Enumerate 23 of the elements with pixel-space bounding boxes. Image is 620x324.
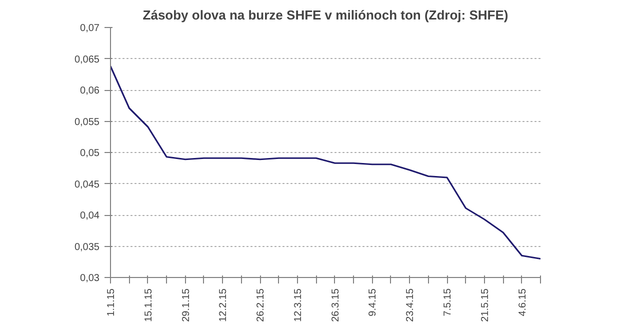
x-tick-label: 21.5.15 xyxy=(480,288,491,322)
y-tick-label: 0,06 xyxy=(80,86,100,96)
x-tick-label: 26.2.15 xyxy=(256,288,267,322)
x-tick-label: 15.1.15 xyxy=(143,288,154,322)
x-tick-label: 4.6.15 xyxy=(517,288,528,316)
y-tick-label: 0,035 xyxy=(74,242,100,253)
x-tick-label: 12.2.15 xyxy=(218,288,230,322)
x-tick-label: 1.1.15 xyxy=(106,288,117,316)
y-tick-label: 0,065 xyxy=(74,54,100,66)
y-tick-label: 0,045 xyxy=(74,179,100,190)
y-tick-label: 0,03 xyxy=(80,273,100,284)
x-tick-label: 12.3.15 xyxy=(292,288,304,322)
y-tick-label: 0,055 xyxy=(74,116,100,128)
line-series xyxy=(110,65,540,260)
y-tick-label: 0,07 xyxy=(80,23,100,34)
x-tick-label: 7.5.15 xyxy=(442,288,454,316)
x-tick-label: 9.4.15 xyxy=(368,288,379,316)
x-tick-label: 26.3.15 xyxy=(330,288,342,322)
y-tick-label: 0,05 xyxy=(80,148,100,159)
chart-title: Zásoby olova na burze SHFE v miliónoch ton (Zdroj: SHFE) xyxy=(142,8,508,22)
y-tick-label: 0,04 xyxy=(80,210,100,222)
x-tick-label: 29.1.15 xyxy=(180,288,192,322)
x-tick-label: 23.4.15 xyxy=(405,288,416,322)
